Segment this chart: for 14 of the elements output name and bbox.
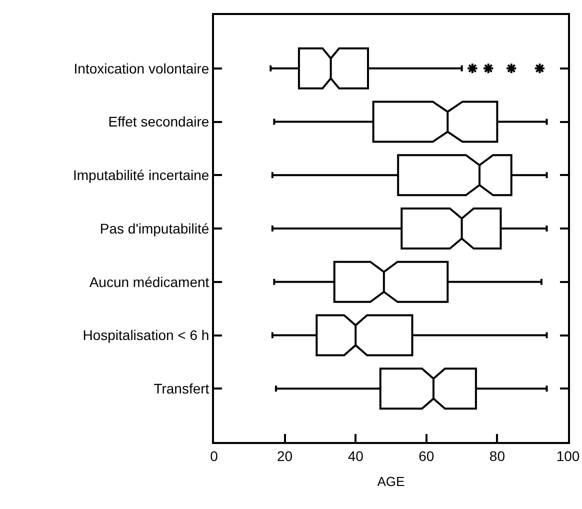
- y-tick-label: Aucun médicament: [89, 274, 210, 290]
- y-tick-label: Pas d'imputabilité: [100, 220, 210, 236]
- x-axis-title: AGE: [377, 474, 406, 489]
- x-tick-label: 40: [348, 448, 364, 464]
- y-tick-label: Hospitalisation < 6 h: [82, 327, 210, 344]
- x-tick-label: 100: [556, 448, 580, 464]
- y-tick-label: Imputabilité incertaine: [73, 167, 210, 184]
- y-tick-label: Transfert: [154, 380, 210, 397]
- x-tick-label: 0: [210, 448, 218, 464]
- x-tick-label: 20: [277, 448, 293, 464]
- x-tick-label: 60: [418, 448, 434, 464]
- x-tick-label: 80: [489, 448, 506, 464]
- y-tick-label: Intoxication volontaire: [74, 60, 210, 76]
- y-tick-label: Effet secondaire: [108, 114, 210, 130]
